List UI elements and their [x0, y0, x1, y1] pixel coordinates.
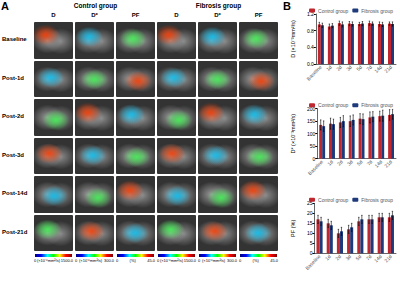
- svg-text:D (×10⁻³mm²/s): D (×10⁻³mm²/s): [290, 20, 296, 58]
- svg-text:Fibrosis group: Fibrosis group: [361, 102, 393, 108]
- svg-text:50: 50: [310, 143, 316, 149]
- svg-text:10: 10: [307, 230, 313, 236]
- html-text:45.0: 45.0: [147, 258, 155, 263]
- html-text:Post-14d: Post-14d: [2, 190, 28, 197]
- html-text:D*: D*: [91, 12, 98, 18]
- html-text:0 (×10⁻⁶mm²/s) 1500.0: 0 (×10⁻⁶mm²/s) 1500.0: [157, 258, 196, 263]
- svg-text:Fibrosis group: Fibrosis group: [361, 8, 393, 14]
- svg-text:1d: 1d: [325, 64, 333, 72]
- svg-text:7d: 7d: [364, 253, 372, 261]
- svg-text:D* (×10⁻³mm²/s): D* (×10⁻³mm²/s): [290, 114, 296, 154]
- html-text:Post-21d: Post-21d: [2, 228, 28, 235]
- html-text:Baseline: Baseline: [2, 36, 27, 43]
- html-text:PF: PF: [131, 12, 140, 18]
- svg-text:21d: 21d: [383, 253, 393, 263]
- svg-text:Baseline: Baseline: [304, 253, 322, 271]
- html-text:Post-3d: Post-3d: [2, 151, 24, 158]
- svg-text:Fibrosis group: Fibrosis group: [361, 197, 393, 203]
- svg-text:200: 200: [306, 105, 316, 112]
- svg-text:Control group: Control group: [318, 102, 349, 108]
- svg-text:21d: 21d: [383, 158, 393, 168]
- svg-text:150: 150: [307, 118, 316, 124]
- html-text:0 (×10⁻⁶mm²/s) 1500.0: 0 (×10⁻⁶mm²/s) 1500.0: [34, 258, 73, 263]
- svg-text:7d: 7d: [365, 158, 373, 166]
- svg-text:5d: 5d: [355, 64, 363, 72]
- svg-text:100: 100: [307, 131, 316, 137]
- svg-text:3d: 3d: [344, 253, 352, 261]
- html-text:B: B: [283, 0, 291, 12]
- html-text:45.0: 45.0: [270, 258, 278, 263]
- svg-text:14d: 14d: [373, 253, 383, 263]
- html-text:Post-1d: Post-1d: [2, 74, 24, 81]
- svg-text:PF (%): PF (%): [290, 220, 296, 237]
- svg-text:14d: 14d: [373, 64, 383, 74]
- html-text:0: 0: [116, 258, 119, 263]
- html-text:Fibrosis group: Fibrosis group: [195, 2, 242, 9]
- svg-text:0.8: 0.8: [307, 28, 314, 34]
- svg-text:0: 0: [310, 250, 313, 256]
- svg-text:Control group: Control group: [318, 8, 349, 14]
- html-text:Control group: Control group: [73, 2, 118, 9]
- svg-text:1d: 1d: [324, 253, 332, 261]
- svg-text:3d: 3d: [346, 158, 354, 166]
- svg-text:Baseline: Baseline: [305, 64, 323, 82]
- svg-text:21d: 21d: [383, 64, 393, 74]
- svg-text:5d: 5d: [355, 158, 363, 166]
- svg-text:1.2: 1.2: [306, 11, 314, 17]
- html-text:D: D: [174, 12, 179, 18]
- svg-text:Baseline: Baseline: [307, 158, 325, 176]
- svg-text:15: 15: [307, 220, 313, 226]
- html-text:Post-2d: Post-2d: [2, 113, 24, 120]
- html-text:D*: D*: [214, 12, 221, 18]
- svg-text:Control group: Control group: [318, 197, 349, 203]
- svg-text:0: 0: [312, 156, 315, 162]
- svg-text:25: 25: [306, 200, 313, 207]
- html-text:0: 0: [239, 258, 242, 263]
- html-text:0 (×10⁻⁶mm²/s) 300.0: 0 (×10⁻⁶mm²/s) 300.0: [198, 258, 237, 263]
- svg-text:7d: 7d: [365, 64, 373, 72]
- svg-text:20: 20: [307, 210, 313, 216]
- html-text:D: D: [51, 12, 56, 18]
- svg-text:2d: 2d: [334, 253, 342, 261]
- svg-text:5d: 5d: [354, 253, 362, 261]
- svg-text:2d: 2d: [335, 64, 343, 72]
- svg-text:0.0: 0.0: [307, 61, 314, 67]
- svg-text:3d: 3d: [345, 64, 353, 72]
- html-text:PF: PF: [254, 12, 263, 18]
- svg-text:5: 5: [310, 240, 313, 246]
- svg-text:2d: 2d: [336, 158, 344, 166]
- svg-text:1d: 1d: [326, 158, 334, 166]
- html-text:0 (×10⁻⁶mm²/s) 300.0: 0 (×10⁻⁶mm²/s) 300.0: [75, 258, 114, 263]
- svg-text:14d: 14d: [373, 158, 383, 168]
- svg-text:0.4: 0.4: [307, 44, 314, 50]
- html-text:A: A: [1, 0, 9, 12]
